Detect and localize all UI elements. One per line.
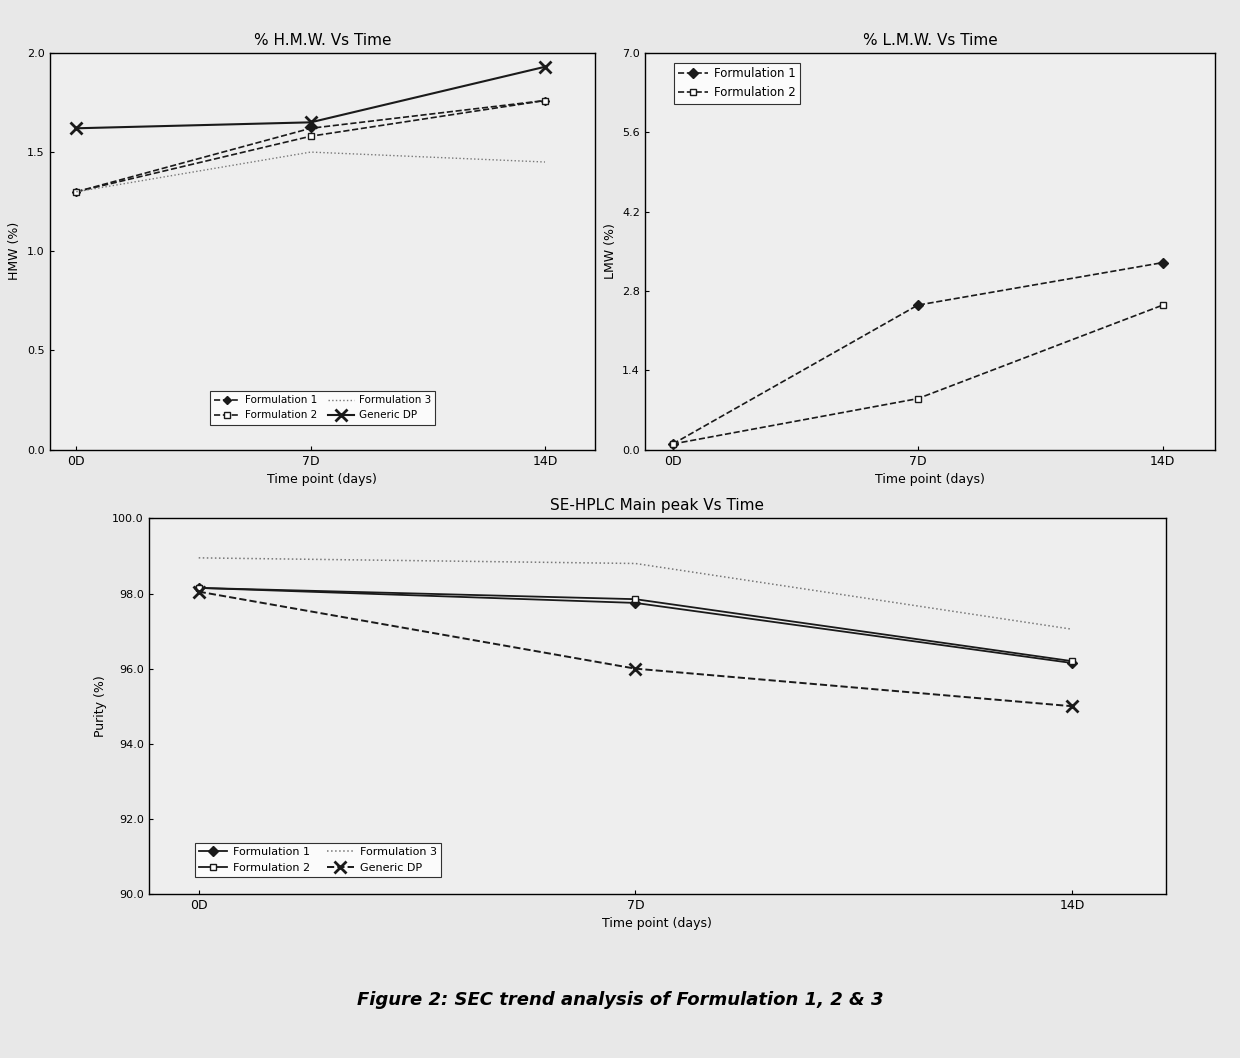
Line: Generic DP: Generic DP [192, 585, 1079, 712]
X-axis label: Time point (days): Time point (days) [875, 473, 985, 486]
Title: SE-HPLC Main peak Vs Time: SE-HPLC Main peak Vs Time [551, 498, 764, 513]
Formulation 2 [69, 185, 84, 198]
Legend: Formulation 1, Formulation 2: Formulation 1, Formulation 2 [673, 62, 800, 104]
Formulation 2 [304, 130, 319, 143]
Title: % L.M.W. Vs Time: % L.M.W. Vs Time [863, 33, 997, 48]
Y-axis label: HMW (%): HMW (%) [9, 222, 21, 280]
Formulation 3 [304, 146, 319, 159]
Line: Formulation 3: Formulation 3 [77, 152, 546, 191]
Line: Formulation 1: Formulation 1 [195, 584, 1075, 667]
Generic DP [304, 116, 319, 129]
Y-axis label: LMW (%): LMW (%) [604, 223, 616, 279]
Generic DP [1065, 700, 1080, 713]
Line: Formulation 2: Formulation 2 [73, 97, 548, 196]
Formulation 1 [69, 185, 84, 198]
Line: Generic DP: Generic DP [71, 60, 552, 134]
Title: % H.M.W. Vs Time: % H.M.W. Vs Time [254, 33, 391, 48]
Line: Formulation 1: Formulation 1 [73, 97, 548, 195]
Generic DP [538, 60, 553, 73]
Formulation 3 [69, 185, 84, 198]
Generic DP [69, 122, 84, 134]
Formulation 1 [191, 582, 206, 595]
Formulation 3 [191, 551, 206, 564]
Text: Figure 2: SEC trend analysis of Formulation 1, 2 & 3: Figure 2: SEC trend analysis of Formulat… [357, 990, 883, 1009]
Formulation 2 [1156, 298, 1171, 311]
Formulation 2 [910, 393, 925, 405]
Generic DP [627, 662, 642, 675]
Formulation 1 [304, 122, 319, 134]
Formulation 1 [1156, 256, 1171, 269]
Formulation 2 [538, 94, 553, 107]
Formulation 3 [627, 558, 642, 570]
Y-axis label: Purity (%): Purity (%) [94, 675, 107, 737]
Formulation 1 [666, 438, 681, 451]
Formulation 2 [1065, 655, 1080, 668]
Legend: Formulation 1, Formulation 2, Formulation 3, Generic DP: Formulation 1, Formulation 2, Formulatio… [195, 843, 441, 877]
X-axis label: Time point (days): Time point (days) [603, 917, 712, 930]
Formulation 1 [627, 597, 642, 609]
Formulation 2 [627, 592, 642, 605]
Legend: Formulation 1, Formulation 2, Formulation 3, Generic DP: Formulation 1, Formulation 2, Formulatio… [210, 391, 435, 424]
Formulation 2 [191, 582, 206, 595]
Line: Formulation 2: Formulation 2 [670, 302, 1166, 448]
Formulation 1 [910, 298, 925, 311]
Generic DP [191, 585, 206, 598]
Line: Formulation 2: Formulation 2 [195, 584, 1075, 664]
Formulation 3 [1065, 623, 1080, 636]
Formulation 2 [666, 438, 681, 451]
Line: Formulation 1: Formulation 1 [670, 259, 1166, 448]
X-axis label: Time point (days): Time point (days) [268, 473, 377, 486]
Formulation 1 [1065, 657, 1080, 670]
Formulation 3 [538, 156, 553, 168]
Formulation 1 [538, 94, 553, 107]
Line: Formulation 3: Formulation 3 [198, 558, 1073, 630]
